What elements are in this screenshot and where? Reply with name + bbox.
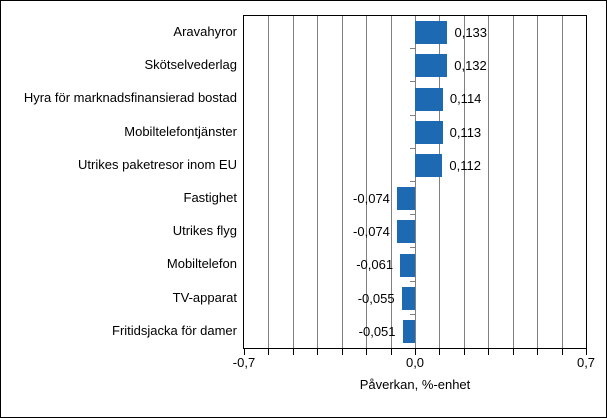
plot-area: 0,133 0,132 0,114 0,113 0,112 -0,074 -0,074 -0,… [243, 15, 587, 349]
category-label: Mobiltelefontjänster [124, 123, 237, 139]
x-tick [585, 349, 587, 355]
x-tick [438, 349, 440, 355]
bar [401, 286, 415, 310]
gridline [365, 16, 367, 348]
category-label: TV-apparat [172, 289, 237, 305]
category-tick [409, 81, 415, 82]
bar [415, 153, 443, 177]
category-label: Utrikes paketresor inom EU [78, 156, 237, 172]
x-tick [561, 349, 563, 355]
x-tick [463, 349, 465, 355]
bar [402, 319, 415, 343]
value-label: -0,051 [358, 323, 396, 339]
category-label: Hyra för marknadsfinansierad bostad [23, 90, 237, 106]
bar [396, 220, 415, 244]
bar [415, 21, 448, 45]
value-label: -0,061 [356, 257, 394, 273]
gridline [487, 16, 489, 348]
category-tick [409, 314, 415, 315]
x-tick [267, 349, 269, 355]
gridline [536, 16, 538, 348]
category-label: Mobiltelefon [166, 256, 237, 272]
category-tick [409, 181, 415, 182]
value-label: 0,112 [449, 157, 481, 173]
category-tick [409, 148, 415, 149]
gridline [292, 16, 294, 348]
value-label: 0,114 [449, 91, 482, 107]
x-tick [316, 349, 318, 355]
gridline [267, 16, 269, 348]
zero-axis-line [414, 16, 416, 348]
gridline [463, 16, 465, 348]
value-label: 0,132 [454, 58, 487, 74]
category-tick [409, 281, 415, 282]
category-label: Aravahyror [173, 24, 237, 40]
value-label: -0,074 [353, 224, 390, 240]
bar [396, 187, 415, 211]
value-label: -0,074 [353, 191, 390, 207]
x-tick [390, 349, 392, 355]
category-tick [409, 247, 415, 248]
x-tick-label: 0,0 [405, 355, 425, 370]
category-tick [409, 115, 415, 116]
x-tick [487, 349, 489, 355]
gridline [341, 16, 343, 348]
bar [415, 54, 448, 78]
x-tick [414, 349, 416, 355]
x-tick [243, 349, 245, 355]
category-label: Fritidsjacka för damer [112, 322, 237, 338]
bar [415, 120, 443, 144]
category-tick [409, 48, 415, 49]
x-tick [292, 349, 294, 355]
category-label: Skötselvederlag [144, 57, 238, 73]
bar [415, 87, 443, 111]
gridline [438, 16, 440, 348]
value-label: 0,133 [454, 25, 488, 41]
x-tick-label: -0,7 [232, 355, 256, 370]
gridline [561, 16, 563, 348]
category-label: Fastighet [183, 190, 237, 206]
value-label: 0,113 [449, 124, 482, 140]
category-axis: Aravahyror Skötselvederlag Hyra för markna… [1, 15, 237, 349]
gridline [390, 16, 392, 348]
x-tick [512, 349, 514, 355]
x-tick [365, 349, 367, 355]
x-tick [341, 349, 343, 355]
category-label: Utrikes flyg [172, 223, 237, 239]
bar [400, 253, 415, 277]
gridline [512, 16, 514, 348]
x-axis-title: Påverkan, %-enhet [359, 377, 471, 392]
x-tick-label: 0,7 [576, 355, 596, 370]
category-tick [409, 214, 415, 215]
x-tick [536, 349, 538, 355]
gridline [316, 16, 318, 348]
value-label: -0,055 [357, 290, 395, 306]
